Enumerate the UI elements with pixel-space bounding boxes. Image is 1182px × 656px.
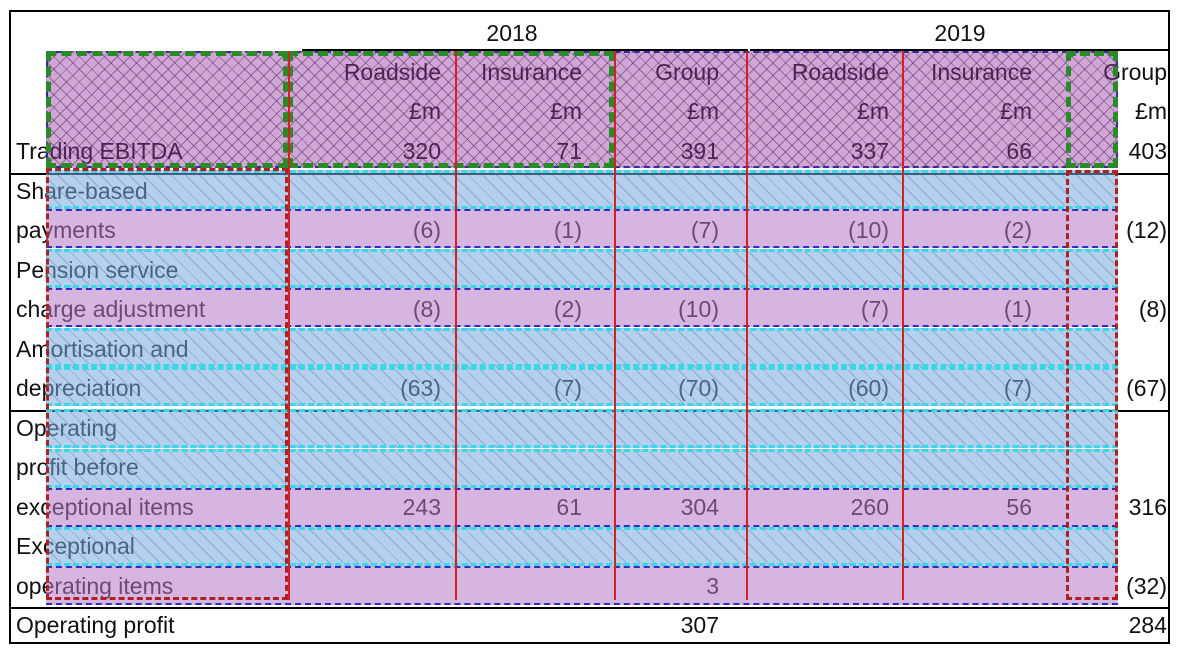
row-label: payments: [16, 217, 116, 243]
row-value: 71: [556, 138, 582, 164]
row-label: depreciation: [16, 375, 142, 401]
row-label: Share-based: [16, 177, 148, 204]
row-value: 307: [680, 612, 719, 638]
row-value: (10): [678, 296, 719, 322]
row-value: (67): [1126, 375, 1167, 401]
row-label: charge adjustment: [16, 296, 206, 322]
row-value: (70): [678, 375, 719, 401]
year-underline: [750, 49, 1170, 51]
row-value: (7): [553, 375, 582, 401]
row-value: (60): [848, 375, 889, 401]
row-value: 61: [556, 493, 582, 520]
overlay-column-divider: [288, 51, 290, 600]
row-value: [710, 606, 889, 644]
row-value: 260: [850, 493, 889, 520]
row-value: 56: [1006, 493, 1032, 520]
row-value: (12): [1126, 217, 1167, 243]
column-header-unit: £m: [409, 98, 441, 124]
row-label: Operating: [16, 414, 118, 441]
column-header-name: Roadside: [791, 59, 889, 85]
column-header-unit: £m: [550, 98, 582, 124]
column-header-name: Group: [1103, 59, 1167, 85]
financial-table: 2018 2019 Roadside £m Insurance £m Group £m Road…: [9, 10, 1170, 644]
row-value: [864, 567, 1032, 605]
row-value: 403: [1128, 138, 1167, 164]
year-header-2019: 2019: [934, 20, 986, 46]
column-header-unit: £m: [857, 98, 889, 124]
row-value: (1): [553, 217, 582, 243]
column-header-name: Insurance: [930, 59, 1032, 85]
overlay-column-divider: [614, 51, 616, 600]
row-value: (7): [690, 217, 719, 243]
row-value: (7): [860, 296, 889, 322]
row-value: 3: [706, 572, 719, 599]
column-header-name: Insurance: [480, 59, 582, 85]
overlay-column-divider: [746, 51, 748, 600]
row-value: (1): [1003, 296, 1032, 322]
row-label: Operating profit: [16, 612, 175, 638]
overlay-column-divider: [902, 51, 904, 600]
column-header-name: Group: [655, 59, 719, 85]
row-value: 316: [1128, 493, 1167, 520]
column-header-unit: £m: [687, 98, 719, 124]
row-value: (2): [1003, 217, 1032, 243]
row-value: 66: [1006, 138, 1032, 164]
row-value: [262, 606, 441, 644]
row-value: 304: [680, 493, 719, 520]
row-label: Exceptional: [16, 533, 135, 559]
row-label: exceptional items: [16, 493, 194, 520]
row-separator: [11, 172, 1168, 175]
row-value: (7): [1003, 375, 1032, 401]
row-value: [864, 606, 1032, 644]
row-value: (8): [1138, 296, 1167, 322]
row-value: 320: [402, 138, 441, 164]
row-value: 337: [850, 138, 889, 164]
row-label: operating items: [16, 572, 174, 599]
row-value: 284: [1128, 612, 1167, 638]
row-label: profit before: [16, 454, 139, 480]
row-separator: [11, 409, 1168, 412]
row-separator: [11, 607, 1168, 609]
row-value: (10): [848, 217, 889, 243]
year-underline: [302, 49, 748, 51]
row-value: 391: [680, 138, 719, 164]
row-value: [417, 606, 582, 644]
row-value: (2): [553, 296, 582, 322]
column-header-unit: £m: [1000, 98, 1032, 124]
row-value: [417, 567, 582, 605]
row-label: Pension service: [16, 256, 179, 283]
overlay-column-divider: [455, 51, 457, 600]
row-value: (32): [1126, 572, 1167, 599]
row-label: Amortisation and: [16, 335, 189, 362]
column-header-name: Roadside: [343, 59, 441, 85]
row-value: [710, 567, 889, 605]
row-label: Trading EBITDA: [16, 138, 183, 164]
year-header-2018: 2018: [486, 20, 538, 46]
column-header-unit: £m: [1135, 98, 1167, 124]
